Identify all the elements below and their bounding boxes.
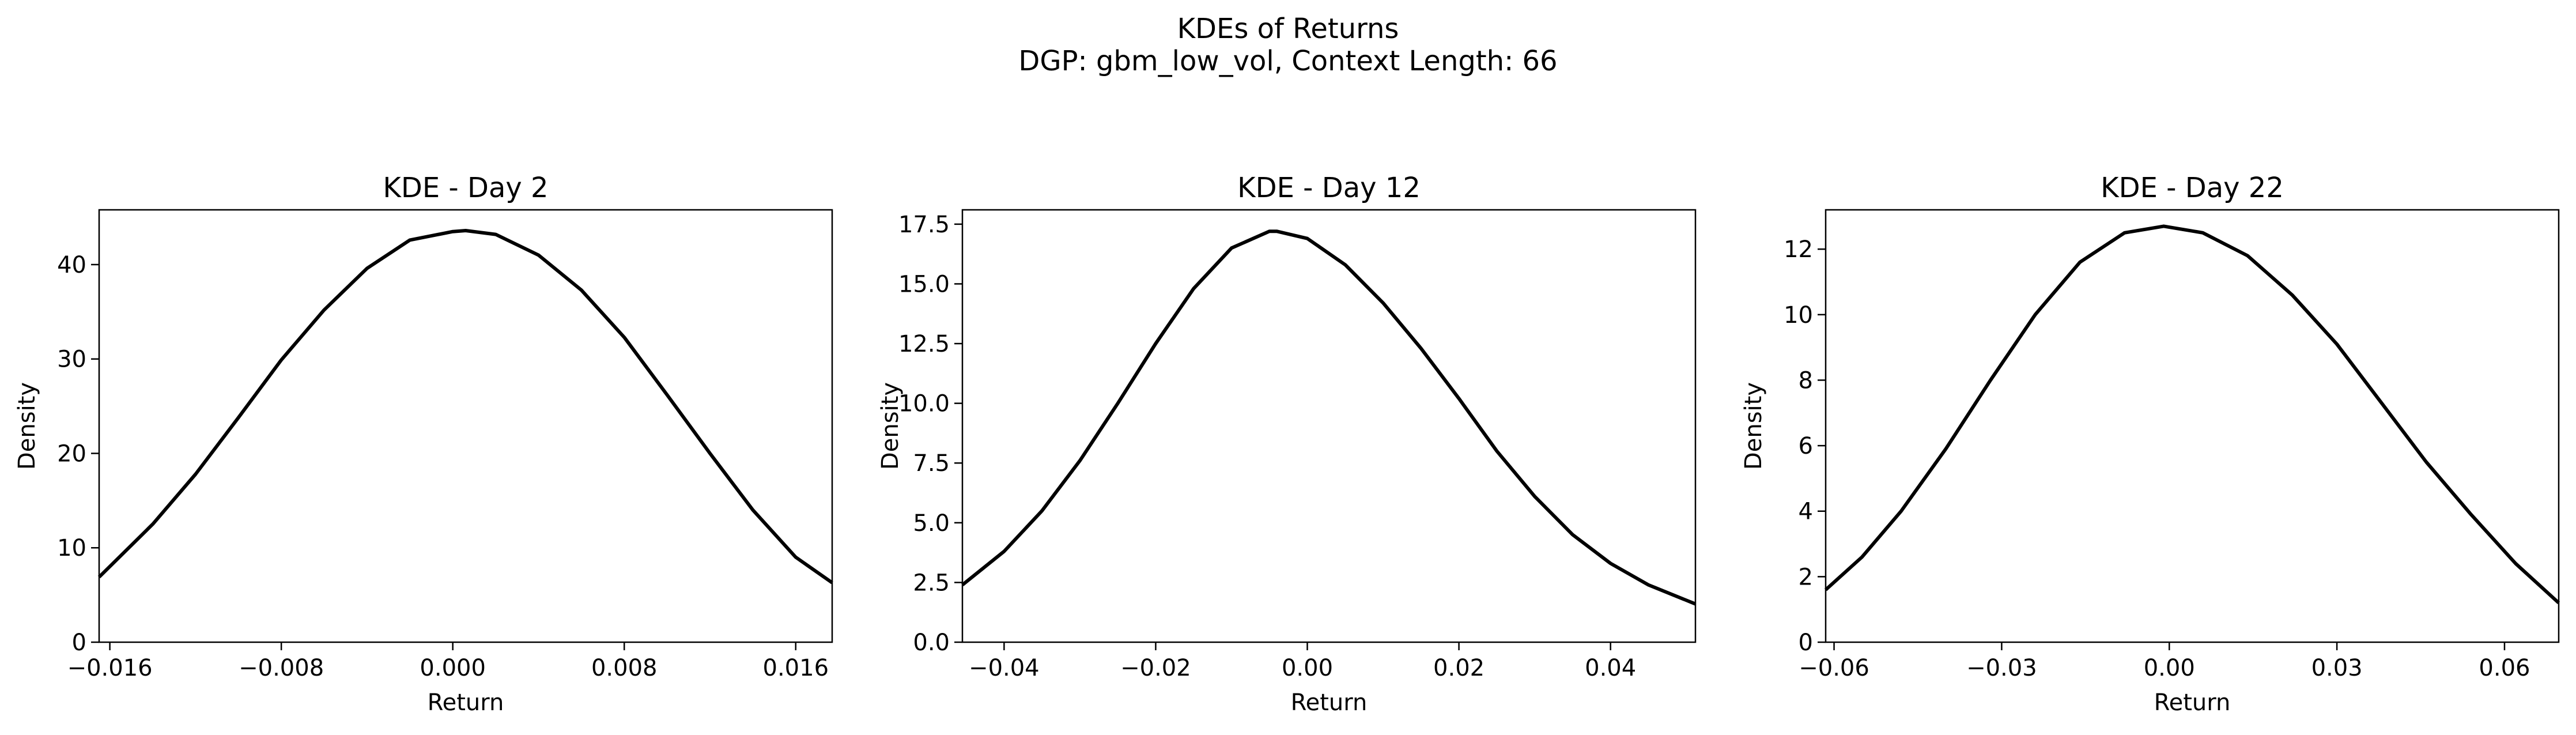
- y-tick-label: 4: [1799, 499, 1813, 525]
- y-tick-label: 10.0: [898, 391, 950, 417]
- y-tick-label: 2.5: [913, 570, 950, 596]
- y-tick-label: 8: [1799, 367, 1813, 394]
- chart-panel-2: KDE - Day 12 −0.04 −0.02 0.00 0.02 0.04 0.0 2.5…: [877, 172, 1697, 716]
- x-tick-label: 0.04: [1585, 655, 1636, 681]
- x-tick-label: 0.02: [1433, 655, 1485, 681]
- density-curve: [1824, 224, 2560, 605]
- y-tick-label: 15.0: [898, 271, 950, 297]
- y-tick-label: 10: [57, 535, 86, 561]
- y-tick-label: 12.5: [898, 331, 950, 357]
- density-curve: [97, 229, 833, 585]
- y-axis-label: Density: [14, 382, 40, 470]
- x-tick-label: −0.016: [67, 655, 153, 681]
- x-tick-label: 0.00: [1282, 655, 1333, 681]
- figure-subtitle: DGP: gbm_low_vol, Context Length: 66: [1018, 45, 1557, 77]
- y-axis-label: Density: [1740, 382, 1767, 470]
- x-axis-label: Return: [1291, 689, 1368, 716]
- x-tick-label: 0.016: [763, 655, 829, 681]
- y-tick-label: 7.5: [913, 450, 950, 477]
- x-tick-label: 0.03: [2311, 655, 2363, 681]
- x-axis-label: Return: [428, 689, 504, 716]
- x-tick-label: −0.04: [969, 655, 1040, 681]
- x-tick-label: 0.00: [2144, 655, 2195, 681]
- x-tick-label: 0.008: [591, 655, 658, 681]
- y-tick-label: 17.5: [898, 212, 950, 238]
- y-tick-label: 20: [57, 440, 86, 467]
- y-axis-label: Density: [877, 382, 904, 470]
- axes-frame: [961, 209, 1697, 643]
- y-tick-label: 6: [1799, 433, 1813, 459]
- x-tick-label: −0.03: [1966, 655, 2037, 681]
- x-axis-label: Return: [2154, 689, 2231, 716]
- chart-panel-3: KDE - Day 22 −0.06 −0.03 0.00 0.03 0.06 0 2 4 6 8 1…: [1740, 172, 2560, 716]
- x-tick-label: −0.008: [239, 655, 324, 681]
- y-tick-label: 10: [1784, 302, 1813, 329]
- figure-title: KDEs of Returns: [1177, 13, 1399, 45]
- panel-title: KDE - Day 22: [2101, 172, 2284, 204]
- axes-frame: [98, 209, 833, 643]
- y-tick-label: 12: [1784, 236, 1813, 263]
- y-tick-label: 0.0: [913, 630, 950, 656]
- panel-title: KDE - Day 12: [1237, 172, 1421, 204]
- y-tick-label: 5.0: [913, 510, 950, 537]
- y-tick-label: 30: [57, 346, 86, 373]
- chart-panels: KDE - Day 2−0.016 −0.008 0.000 0.008 0.01601…: [14, 172, 2560, 716]
- y-tick-label: 40: [57, 252, 86, 278]
- x-tick-label: −0.06: [1799, 655, 1869, 681]
- y-tick-label: 0: [72, 630, 86, 656]
- axes-frame: [1825, 209, 2560, 643]
- chart-panel-1: KDE - Day 2 −0.016 −0.008 0.000 0.008 0.016 0 1…: [14, 172, 833, 716]
- y-tick-label: 0: [1799, 630, 1813, 656]
- y-tick-label: 2: [1799, 564, 1813, 590]
- x-tick-label: 0.06: [2479, 655, 2530, 681]
- panel-title: KDE - Day 2: [383, 172, 548, 204]
- density-curve: [961, 229, 1697, 606]
- x-tick-label: 0.000: [420, 655, 486, 681]
- x-tick-label: −0.02: [1120, 655, 1191, 681]
